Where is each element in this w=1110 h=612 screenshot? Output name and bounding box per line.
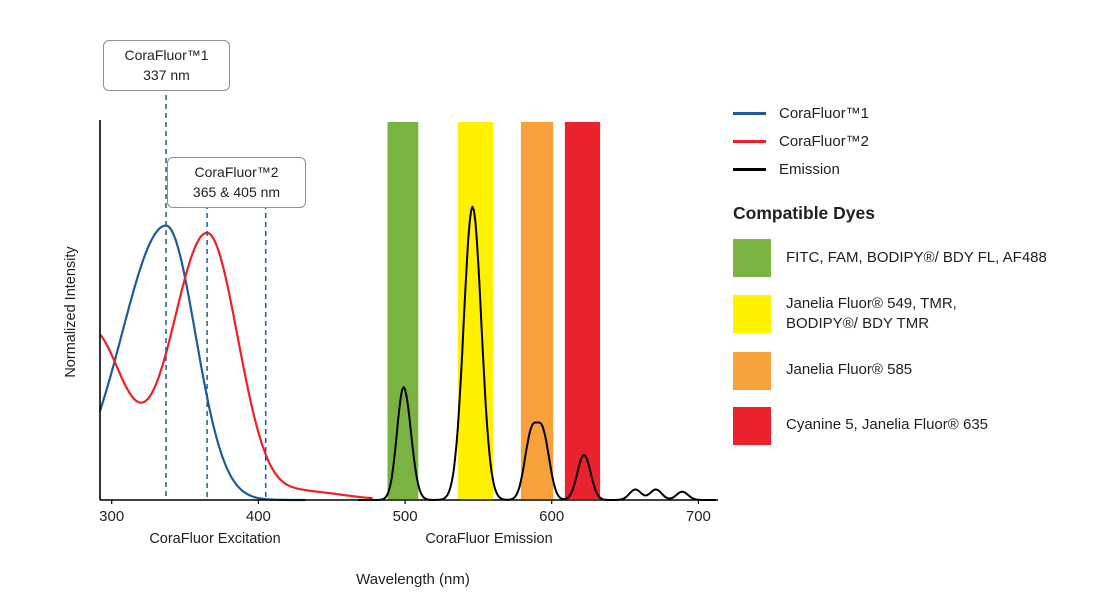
corafluor2-excitation-curve	[99, 231, 373, 500]
legend: CoraFluor™1 CoraFluor™2 Emission Compati…	[733, 105, 1105, 462]
x-axis-label: Wavelength (nm)	[356, 571, 470, 588]
x-tick-label-600: 600	[539, 508, 564, 525]
callout-corafluor1-title: CoraFluor™1	[124, 47, 209, 63]
dye-item-orange: Janelia Fluor® 585	[733, 351, 1105, 390]
y-axis-label: Normalized Intensity	[63, 246, 79, 378]
spectra-chart: Normalized Intensity CoraFluor Excitatio…	[63, 86, 718, 588]
legend-label-corafluor1: CoraFluor™1	[779, 105, 870, 122]
dye-item-red: Cyanine 5, Janelia Fluor® 635	[733, 406, 1105, 445]
x-tick-label-700: 700	[686, 508, 711, 525]
dye-label-red: Cyanine 5, Janelia Fluor® 635	[786, 416, 989, 434]
corafluor2-line-swatch	[733, 140, 766, 143]
corafluor1-excitation-curve	[98, 224, 306, 502]
emission-line-swatch	[733, 168, 766, 171]
x-tick-label-400: 400	[246, 508, 271, 525]
callout-corafluor2-title: CoraFluor™2	[194, 164, 279, 180]
red-dye-swatch	[733, 406, 771, 445]
legend-label-corafluor2: CoraFluor™2	[779, 133, 870, 150]
yellow-dye-swatch	[733, 295, 771, 334]
dye-label-yellow: Janelia Fluor® 549, TMR, BODIPY®/ BDY TM…	[786, 295, 957, 333]
dye-label-green: FITC, FAM, BODIPY®/ BDY FL, AF488	[786, 248, 1047, 266]
legend-item-corafluor1: CoraFluor™1	[733, 105, 1105, 122]
green-dye-swatch	[733, 239, 771, 277]
legend-label-emission: Emission	[779, 161, 840, 178]
dye-item-green: FITC, FAM, BODIPY®/ BDY FL, AF488	[733, 239, 1105, 277]
x-section-label-excitation: CoraFluor Excitation	[149, 531, 280, 547]
legend-item-emission: Emission	[733, 161, 1105, 178]
corafluor1-line-swatch	[733, 112, 766, 115]
callout-corafluor2-value: 365 & 405 nm	[192, 183, 281, 200]
dye-label-orange: Janelia Fluor® 585	[786, 361, 913, 379]
emission-curve	[358, 205, 716, 501]
orange-dye-swatch	[733, 351, 771, 390]
legend-series-list: CoraFluor™1 CoraFluor™2 Emission	[733, 105, 1105, 178]
x-section-label-emission: CoraFluor Emission	[425, 531, 552, 547]
dye-item-yellow: Janelia Fluor® 549, TMR, BODIPY®/ BDY TM…	[733, 294, 1105, 335]
legend-item-corafluor2: CoraFluor™2	[733, 133, 1105, 150]
x-tick-label-300: 300	[99, 508, 124, 525]
dye-band-green	[387, 122, 419, 499]
callout-corafluor2-excitation: CoraFluor™2 365 & 405 nm	[167, 157, 306, 209]
callout-corafluor1-excitation: CoraFluor™1 337 nm	[103, 40, 230, 92]
compatible-dyes-heading: Compatible Dyes	[733, 203, 875, 223]
chart-area: Normalized Intensity CoraFluor Excitatio…	[63, 40, 718, 588]
dye-band-red	[564, 122, 601, 499]
x-tick-label-500: 500	[393, 508, 418, 525]
dye-band-orange	[520, 122, 554, 499]
callout-corafluor1-value: 337 nm	[143, 66, 190, 83]
